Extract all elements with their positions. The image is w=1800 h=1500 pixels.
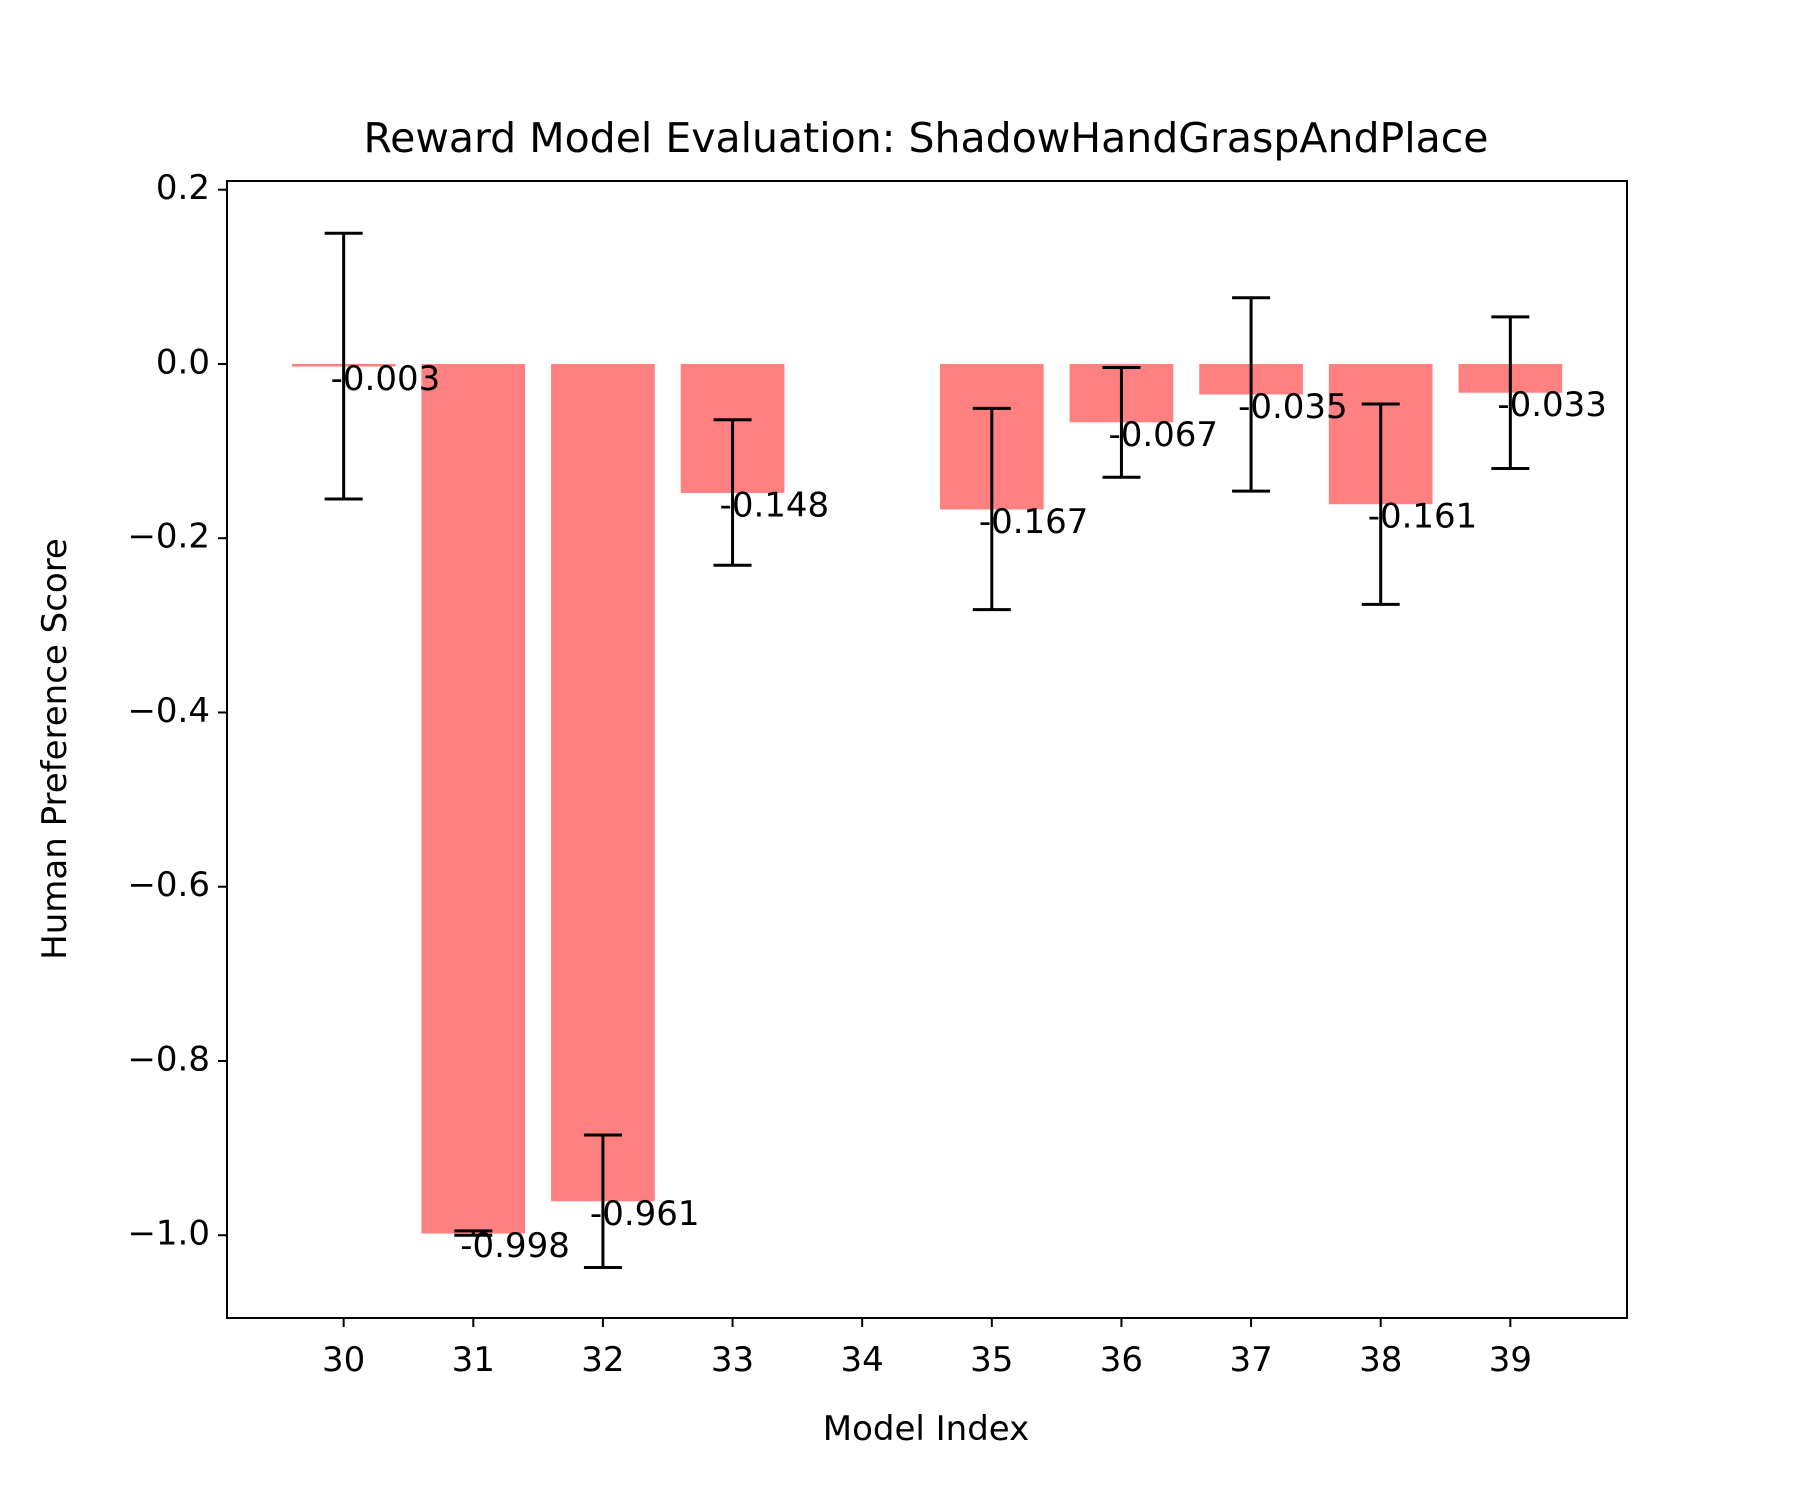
errorbar-38 — [1361, 402, 1400, 606]
x-axis-label: Model Index — [823, 1409, 1030, 1449]
value-label-36: -0.067 — [1108, 415, 1218, 455]
x-tick-label: 30 — [322, 1340, 365, 1380]
x-tick-label: 33 — [711, 1340, 754, 1380]
x-tick-label: 34 — [841, 1340, 884, 1380]
x-tick-label: 31 — [452, 1340, 495, 1380]
bar-32 — [551, 363, 655, 1202]
value-label-31: -0.998 — [460, 1226, 570, 1266]
x-axis-ticks: 30 31 32 33 34 35 36 37 38 39 — [322, 1318, 1532, 1380]
y-tick-label: 0.0 — [156, 342, 210, 382]
x-tick-label: 32 — [581, 1340, 624, 1380]
value-label-38: -0.161 — [1368, 497, 1478, 537]
errorbars-layer — [324, 231, 1530, 1269]
errorbar-37 — [1232, 296, 1271, 493]
value-label-37: -0.035 — [1238, 387, 1348, 427]
y-tick-label: −1.0 — [127, 1214, 210, 1254]
bar-31 — [421, 363, 526, 1234]
errorbar-32 — [583, 1133, 622, 1269]
value-label-35: -0.167 — [979, 502, 1089, 542]
value-label-39: -0.033 — [1497, 385, 1607, 425]
chart-title: Reward Model Evaluation: ShadowHandGrasp… — [364, 114, 1489, 162]
bars-layer — [291, 363, 1563, 1234]
errorbar-39 — [1491, 315, 1530, 471]
x-tick-label: 36 — [1100, 1340, 1143, 1380]
errorbar-36 — [1102, 365, 1141, 479]
value-label-30: -0.003 — [331, 359, 441, 399]
value-label-33: -0.148 — [720, 485, 830, 525]
y-tick-label: −0.8 — [127, 1039, 210, 1079]
y-tick-label: 0.2 — [156, 168, 210, 208]
value-labels-layer: -0.003 -0.998 -0.961 -0.148 -0.167 -0.067 -0.0… — [331, 359, 1607, 1266]
value-label-32: -0.961 — [590, 1194, 700, 1234]
x-tick-label: 38 — [1359, 1340, 1402, 1380]
errorbar-30 — [324, 231, 363, 501]
plot-frame — [226, 180, 1628, 1319]
errorbar-31 — [454, 1229, 493, 1237]
errorbar-33 — [713, 418, 752, 567]
errorbar-35 — [972, 406, 1011, 612]
x-tick-label: 39 — [1489, 1340, 1532, 1380]
y-axis-ticks: 0.2 0.0 −0.2 −0.4 −0.6 −0.8 −1.0 — [127, 168, 227, 1254]
y-tick-label: −0.2 — [127, 517, 210, 557]
x-tick-label: 37 — [1229, 1340, 1272, 1380]
y-axis-label: Human Preference Score — [35, 538, 75, 960]
x-tick-label: 35 — [970, 1340, 1013, 1380]
y-tick-label: −0.4 — [127, 691, 210, 731]
y-tick-label: −0.6 — [127, 865, 210, 905]
